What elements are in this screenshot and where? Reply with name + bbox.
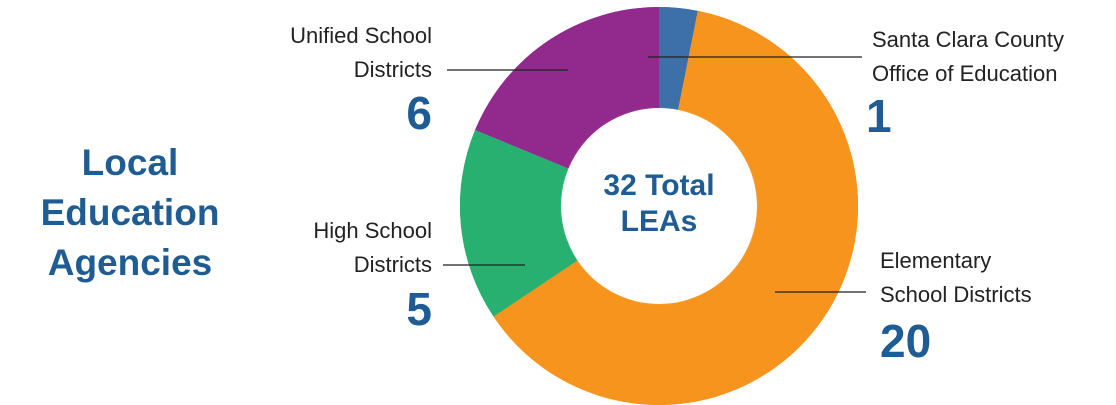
value-label: 6 (406, 87, 432, 139)
category-label: High School Districts (313, 218, 432, 277)
center-label: 32 Total LEAs (603, 169, 715, 238)
value-label: 20 (880, 315, 932, 367)
chart-title: Local Education Agencies (40, 142, 220, 283)
category-label: Santa Clara County Office of Education (872, 27, 1064, 86)
category-label: Elementary School Districts (880, 248, 1032, 307)
value-label: 5 (406, 283, 432, 335)
value-label: 1 (866, 90, 892, 142)
category-label: Unified School Districts (290, 23, 432, 82)
